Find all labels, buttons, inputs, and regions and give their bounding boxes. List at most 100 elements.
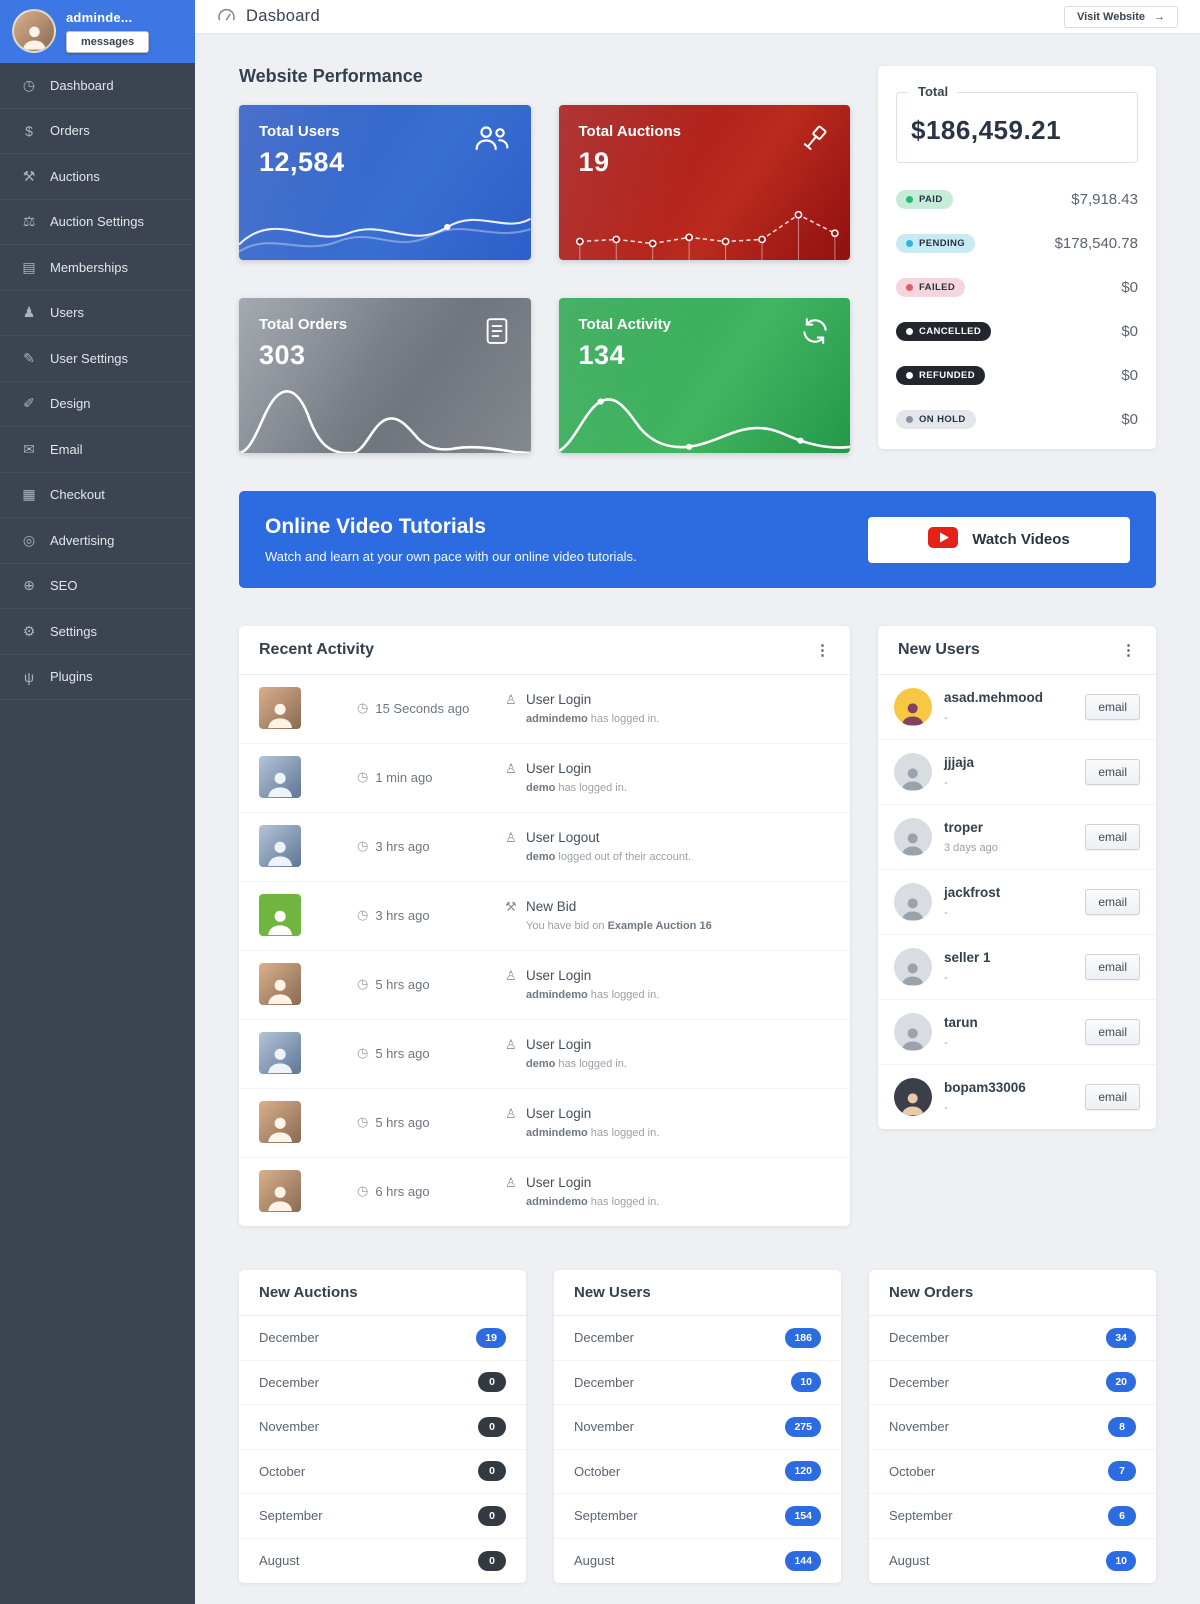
visit-website-label: Visit Website [1076,10,1145,23]
kebab-menu-icon[interactable]: ⋮ [815,641,830,659]
person-icon [902,832,924,855]
clock-icon: ◷ [357,769,369,784]
month-label: September [889,1508,953,1524]
total-status-row: PENDING $178,540.78 [896,221,1138,265]
new-user-name: tarun [944,1015,978,1030]
sidebar-item-auctions[interactable]: ⚒ Auctions [0,154,195,200]
sidebar-item-orders[interactable]: $ Orders [0,109,195,154]
total-status-row: CANCELLED $0 [896,309,1138,353]
email-button[interactable]: email [1085,954,1140,980]
count-badge: 0 [478,1505,506,1526]
sidebar-item-settings[interactable]: ⚙ Settings [0,609,195,655]
activity-action: User Login [526,1106,592,1121]
activity-time: 15 Seconds ago [375,700,470,716]
table-row: December 34 [869,1316,1156,1361]
card-title: New Users [898,641,980,658]
stat-label: Total Users [259,123,340,140]
activity-time: 5 hrs ago [375,1114,430,1130]
person-icon [268,910,292,935]
action-icon: ♙ [505,967,517,983]
count-badge: 7 [1108,1461,1136,1482]
stat-label: Total Activity [578,316,672,333]
kebab-menu-icon[interactable]: ⋮ [1121,641,1136,659]
list-item: jackfrost - email [878,870,1156,935]
activity-row: ◷ 15 Seconds ago ♙ User Login a [239,675,850,744]
month-label: August [889,1553,930,1569]
sync-icon [800,316,830,371]
sidebar-user-panel: adminde... messages [0,0,195,63]
section-title-performance: Website Performance [239,66,423,86]
count-badge: 10 [1106,1550,1136,1571]
activity-avatar [259,1032,301,1074]
stat-card-total-activity: Total Activity 134 [558,298,850,453]
messages-button[interactable]: messages [66,30,150,53]
person-icon [902,897,924,920]
month-label: December [889,1330,949,1346]
sidebar-item-label: Plugins [50,669,93,685]
sidebar-item-dashboard[interactable]: ◷ Dashboard [0,63,195,109]
new-user-name: seller 1 [944,950,991,965]
stat-value: 134 [578,340,626,370]
count-badge: 0 [478,1550,506,1571]
email-button[interactable]: email [1085,1019,1140,1045]
action-icon: ♙ [505,691,517,707]
youtube-icon [928,527,959,552]
email-button[interactable]: email [1085,759,1140,785]
watch-videos-button[interactable]: Watch Videos [868,516,1130,563]
action-icon: ♙ [505,1174,517,1190]
visit-website-button[interactable]: Visit Website → [1063,5,1178,28]
person-icon [902,702,924,725]
new-user-meta: - [944,712,948,724]
activity-description: admindemo has logged in. [526,988,660,1001]
new-user-name: troper [944,820,984,835]
user-avatar [894,753,932,791]
stat-label: Total Orders [259,316,348,333]
user-avatar[interactable] [12,9,56,53]
gear-icon: ⚙ [22,622,36,639]
new-users-monthly-card: New Users December 186 December 10 [554,1270,841,1583]
table-row: December 10 [554,1361,841,1405]
activity-row: ◷ 1 min ago ♙ User Login demo h [239,744,850,813]
activity-row: ◷ 5 hrs ago ♙ User Login admind [239,951,850,1020]
clock-icon: ◷ [357,1045,369,1060]
status-dot-icon [906,415,913,423]
activity-time: 3 hrs ago [375,838,430,854]
action-icon: ♙ [505,829,517,845]
month-label: August [259,1553,300,1569]
activity-description: admindemo has logged in. [526,1126,660,1139]
sidebar-item-auction-settings[interactable]: ⚖ Auction Settings [0,200,195,245]
sidebar-item-plugins[interactable]: ψ Plugins [0,655,195,700]
activity-action: User Login [526,1037,592,1052]
sidebar-item-design[interactable]: ✐ Design [0,382,195,427]
user-avatar [894,688,932,726]
stat-grid: Total Users 12,584 [239,105,850,453]
sidebar-item-advertising[interactable]: ◎ Advertising [0,518,195,564]
dollar-icon: $ [25,122,33,139]
stat-value: 303 [259,340,306,370]
main-area: Dasboard Visit Website → Website Perform… [195,0,1200,1604]
action-icon: ♙ [505,760,517,776]
user-avatar [894,818,932,856]
sidebar-item-email[interactable]: ✉ Email [0,427,195,473]
person-icon [902,962,924,985]
status-label: REFUNDED [919,369,975,381]
sidebar-item-user-settings[interactable]: ✎ User Settings [0,336,195,382]
activity-avatar [259,687,301,729]
activity-action: User Login [526,761,592,776]
email-button[interactable]: email [1085,824,1140,850]
activity-list: ◷ 15 Seconds ago ♙ User Login a [239,675,850,1226]
sidebar-item-checkout[interactable]: ▦ Checkout [0,473,195,518]
email-button[interactable]: email [1085,889,1140,915]
email-button[interactable]: email [1085,694,1140,720]
email-button[interactable]: email [1085,1084,1140,1110]
sidebar-item-users[interactable]: ♟ Users [0,291,195,336]
table-row: November 0 [239,1405,526,1450]
count-badge: 154 [785,1505,821,1526]
sidebar-item-memberships[interactable]: ▤ Memberships [0,245,195,291]
action-icon: ♙ [505,1036,517,1052]
status-dot-icon [906,371,913,379]
table-row: October 0 [239,1450,526,1494]
sidebar-nav: ◷ Dashboard $ Orders ⚒ Auctions ⚖ Auctio… [0,63,195,700]
sidebar-item-seo[interactable]: ⊕ SEO [0,564,195,609]
month-label: December [574,1374,634,1390]
